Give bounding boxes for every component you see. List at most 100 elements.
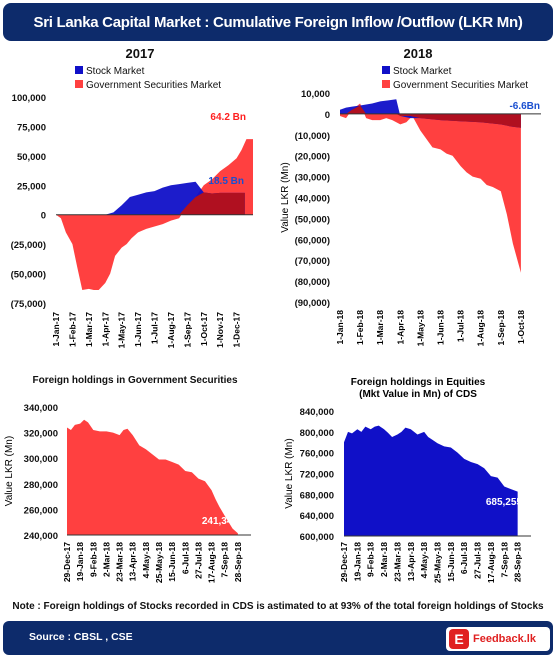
x-tick-label: 27-Jul-18 (193, 542, 203, 579)
y-tick-label: 50,000 (17, 152, 46, 163)
y-tick-label: (80,000) (295, 277, 330, 288)
legend-label-stock: Stock Market (86, 66, 145, 77)
series-area-overlap (56, 192, 245, 215)
x-tick-label: 1-Jul-17 (150, 312, 160, 344)
x-tick-label: 1-Feb-17 (67, 312, 77, 347)
x-tick-label: 28-Sep-18 (513, 542, 523, 582)
legend-label-stock: Stock Market (393, 66, 452, 77)
footer-bar: Source : CBSL , CSE E Feedback.lk (3, 621, 553, 655)
legend-swatch-stock (382, 66, 390, 74)
series-area-overlap (340, 105, 521, 128)
x-tick-label: 4-May-18 (419, 542, 429, 579)
page-title: Sri Lanka Capital Market : Cumulative Fo… (33, 13, 523, 31)
y-tick-label: (30,000) (295, 173, 330, 184)
x-tick-label: 1-Jan-18 (335, 310, 345, 345)
y-tick-label: 640,000 (300, 511, 334, 522)
legend-label-gov: Government Securities Market (86, 80, 221, 91)
x-tick-label: 1-Sep-17 (182, 312, 192, 348)
x-tick-label: 1-Nov-17 (215, 312, 225, 348)
y-tick-label: 260,000 (24, 505, 58, 516)
x-tick-label: 28-Sep-18 (233, 542, 243, 582)
y-tick-label: 100,000 (12, 93, 46, 104)
x-tick-label: 1-Apr-17 (100, 312, 110, 347)
x-tick-label: 1-May-18 (415, 310, 425, 347)
brand-name: Feedback.lk (473, 633, 536, 645)
chart-2018: 2018 Stock Market Government Securities Ma… (280, 46, 541, 347)
x-tick-label: 15-Jun-18 (446, 542, 456, 582)
y-tick-label: 25,000 (17, 181, 46, 192)
data-label: 685,255 (486, 497, 523, 508)
x-tick-label: 1-Mar-18 (375, 310, 385, 345)
y-tick-label: (25,000) (11, 240, 46, 251)
chart-gov-securities: Foreign holdings in Government Securitie… (4, 375, 251, 583)
x-tick-label: 1-Aug-17 (166, 312, 176, 349)
x-tick-label: 1-Oct-18 (516, 310, 526, 344)
y-axis-label: Value LKR (Mn) (284, 438, 295, 508)
chart-2017: 2017 Stock Market Government Securities Ma… (11, 46, 253, 349)
legend-swatch-gov (75, 80, 83, 88)
x-tick-label: 1-Feb-18 (355, 310, 365, 345)
chart-title: Foreign holdings in Government Securitie… (32, 375, 237, 386)
x-tick-label: 25-May-18 (154, 542, 164, 583)
y-tick-label: 680,000 (300, 490, 334, 501)
y-tick-label: 600,000 (300, 532, 334, 543)
x-tick-label: 6-Jul-18 (180, 542, 190, 574)
y-tick-label: (10,000) (295, 131, 330, 142)
y-tick-label: 0 (325, 110, 330, 121)
series-area (344, 425, 518, 536)
y-tick-label: 720,000 (300, 470, 334, 481)
data-label: -6.6Bn (509, 101, 540, 112)
series-area-gov (340, 103, 521, 273)
x-tick-label: 1-Apr-18 (395, 310, 405, 345)
series-area (67, 419, 238, 535)
brand-logo[interactable]: E Feedback.lk (446, 627, 550, 651)
y-tick-label: (90,000) (295, 298, 330, 309)
y-tick-label: 240,000 (24, 531, 58, 542)
y-tick-label: (50,000) (11, 270, 46, 281)
brand-logo-icon: E (449, 629, 469, 649)
y-tick-label: 280,000 (24, 480, 58, 491)
chart-equities: Foreign holdings in Equities(Mkt Value i… (284, 377, 531, 583)
x-tick-label: 23-Mar-18 (115, 542, 125, 582)
x-tick-label: 25-May-18 (433, 542, 443, 583)
chart-title: 2017 (126, 46, 155, 61)
x-tick-label: 7-Sep-18 (220, 542, 230, 578)
x-tick-label: 9-Feb-18 (88, 542, 98, 577)
legend-label-gov: Government Securities Market (393, 80, 528, 91)
y-tick-label: 840,000 (300, 407, 334, 418)
x-tick-label: 27-Jul-18 (473, 542, 483, 579)
chart-title-line2: (Mkt Value in Mn) of CDS (359, 389, 477, 400)
x-tick-label: 15-Jun-18 (167, 542, 177, 582)
data-label: 18.5 Bn (208, 176, 244, 187)
y-tick-label: 800,000 (300, 428, 334, 439)
data-label: 64.2 Bn (210, 112, 246, 123)
y-tick-label: (40,000) (295, 194, 330, 205)
y-tick-label: 300,000 (24, 454, 58, 465)
data-label: -82.9 Bn (495, 272, 534, 283)
y-tick-label: (50,000) (295, 214, 330, 225)
x-tick-label: 29-Dec-17 (62, 542, 72, 582)
x-tick-label: 19-Jan-18 (75, 542, 85, 581)
x-tick-label: 17-Aug-18 (486, 542, 496, 583)
x-tick-label: 4-May-18 (141, 542, 151, 579)
footnote: Note : Foreign holdings of Stocks record… (12, 601, 544, 612)
y-tick-label: (20,000) (295, 152, 330, 163)
chart-title: Foreign holdings in Equities (351, 377, 486, 388)
x-tick-label: 13-Apr-18 (406, 542, 416, 581)
legend-swatch-stock (75, 66, 83, 74)
y-tick-label: 320,000 (24, 429, 58, 440)
x-tick-label: 23-Mar-18 (392, 542, 402, 582)
y-axis-label: Value LKR (Mn) (4, 436, 15, 506)
x-tick-label: 2-Mar-18 (379, 542, 389, 577)
x-tick-label: 9-Feb-18 (366, 542, 376, 577)
x-tick-label: 1-May-17 (117, 312, 127, 349)
header-title-bar: Sri Lanka Capital Market : Cumulative Fo… (3, 3, 553, 41)
x-tick-label: 1-Jan-17 (51, 312, 61, 347)
y-axis-label: Value LKR (Mn) (280, 162, 291, 232)
x-tick-label: 7-Sep-18 (499, 542, 509, 578)
y-tick-label: 75,000 (17, 122, 46, 133)
x-tick-label: 1-Sep-18 (496, 310, 506, 346)
legend-swatch-gov (382, 80, 390, 88)
chart-title: 2018 (404, 46, 433, 61)
y-tick-label: 10,000 (301, 89, 330, 100)
